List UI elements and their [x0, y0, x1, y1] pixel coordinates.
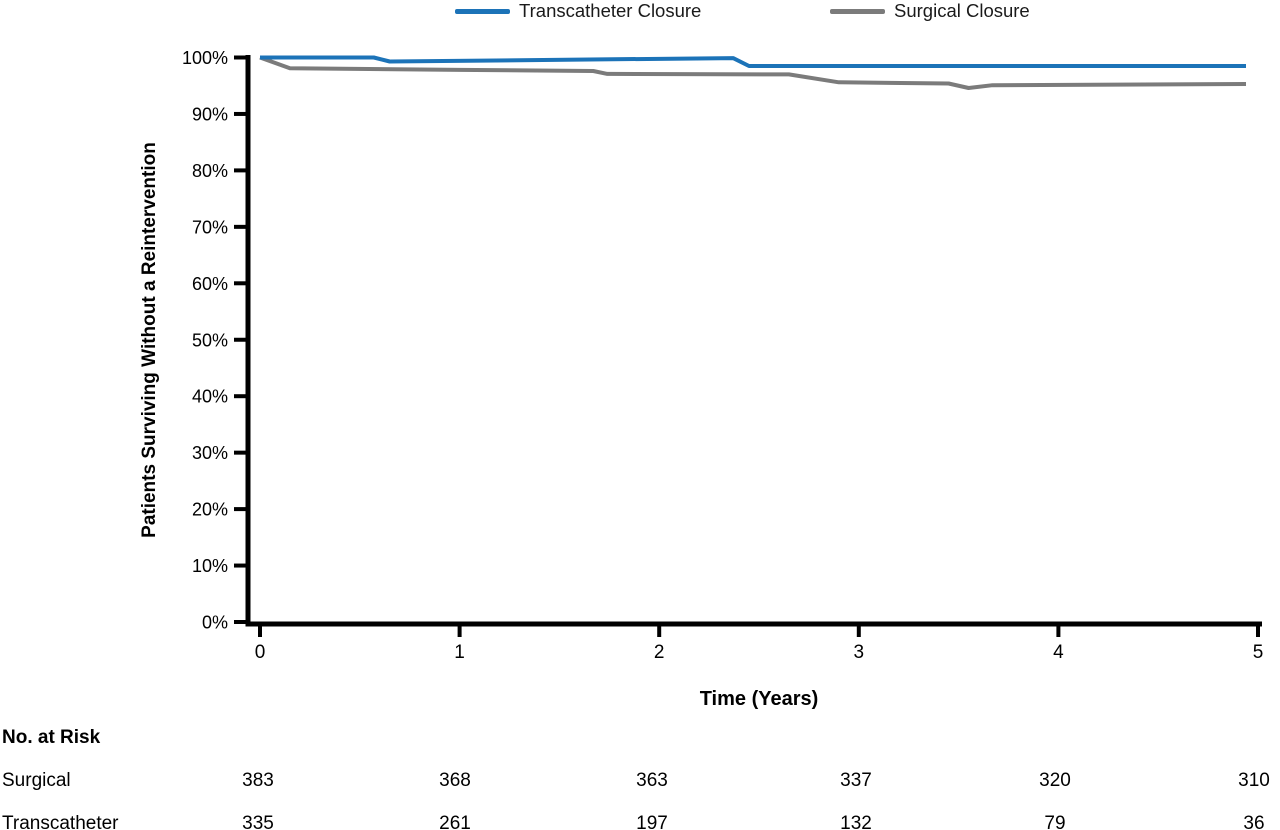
legend-label-surgical: Surgical Closure — [894, 0, 1030, 21]
y-tick-label: 70% — [192, 217, 228, 237]
x-axis-title: Time (Years) — [699, 688, 819, 710]
risk-value: 310 — [1238, 770, 1270, 791]
legend-label-transcatheter: Transcatheter Closure — [519, 0, 702, 21]
x-tick-label: 5 — [1253, 642, 1264, 663]
y-tick-label: 10% — [192, 556, 228, 576]
legend-item-surgical: Surgical Closure — [830, 0, 1030, 22]
legend-item-transcatheter: Transcatheter Closure — [455, 0, 701, 22]
y-tick-label: 40% — [192, 387, 228, 407]
surgical-curve — [259, 55, 1247, 90]
risk-row-transcatheter: Transcatheter 335 261 197 132 79 36 — [0, 813, 1280, 830]
surgical-line-swatch — [830, 8, 885, 14]
risk-value: 335 — [242, 813, 274, 830]
risk-value: 261 — [439, 813, 471, 830]
y-axis-title: Patients Surviving Without a Reintervent… — [139, 142, 160, 538]
y-tick-label: 30% — [192, 443, 228, 463]
risk-table-title: No. at Risk — [2, 727, 101, 748]
risk-value: 383 — [242, 770, 274, 791]
risk-value: 132 — [840, 813, 872, 830]
risk-value: 320 — [1039, 770, 1071, 791]
risk-value: 368 — [439, 770, 471, 791]
risk-row-surgical: Surgical 383 368 363 337 320 310 — [0, 770, 1280, 792]
risk-value: 79 — [1044, 813, 1066, 830]
transcatheter-line-swatch — [455, 8, 510, 14]
risk-value: 36 — [1243, 813, 1265, 830]
risk-row-label: Surgical — [2, 770, 71, 791]
x-tick-label: 4 — [1053, 642, 1064, 663]
risk-value: 197 — [636, 813, 668, 830]
y-tick-label: 90% — [192, 104, 228, 124]
risk-row-label: Transcatheter — [2, 813, 119, 830]
x-tick-label: 2 — [654, 642, 665, 663]
y-tick-label: 60% — [192, 274, 228, 294]
risk-value: 337 — [840, 770, 872, 791]
y-tick-label: 80% — [192, 161, 228, 181]
y-tick-label: 50% — [192, 330, 228, 350]
y-tick-label: 100% — [182, 48, 228, 68]
x-tick-label: 0 — [255, 642, 266, 663]
y-tick-label: 20% — [192, 500, 228, 520]
x-tick-label: 1 — [454, 642, 465, 663]
transcatheter-curve — [260, 55, 1246, 68]
risk-value: 363 — [636, 770, 668, 791]
x-tick-label: 3 — [854, 642, 865, 663]
y-tick-label: 0% — [202, 613, 228, 633]
